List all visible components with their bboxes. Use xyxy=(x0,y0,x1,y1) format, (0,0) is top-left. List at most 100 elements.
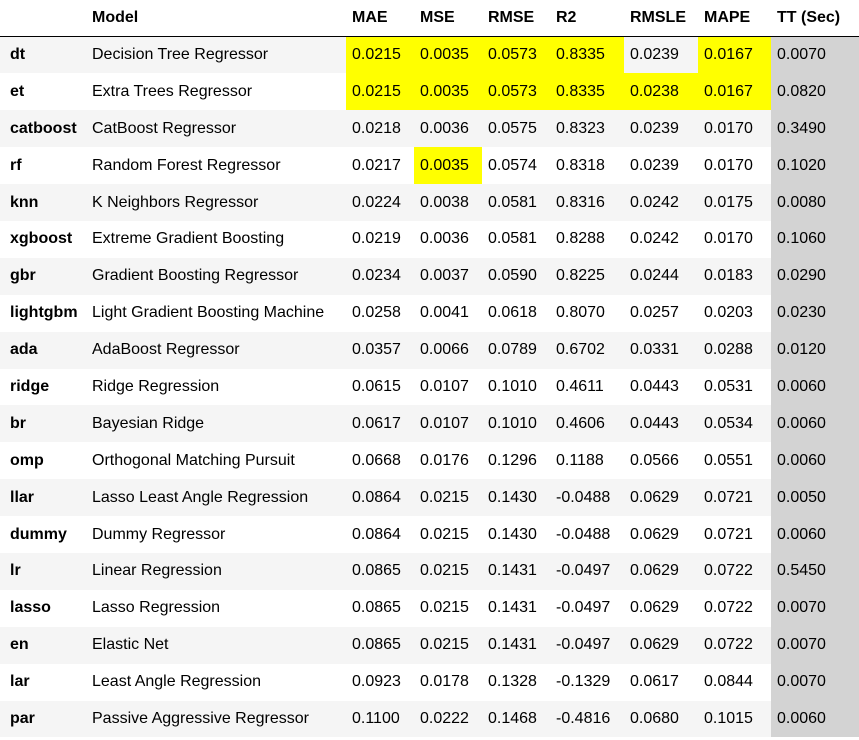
cell-rmse: 0.0574 xyxy=(488,156,537,174)
table-row: lr Linear Regression 0.0865 0.0215 0.1431 -0.… xyxy=(0,552,859,590)
table-row: gbr Gradient Boosting Regressor 0.0234 0.00… xyxy=(0,257,859,295)
cell-tt-sec: 0.0060 xyxy=(771,368,859,406)
cell-rmse: 0.1468 xyxy=(488,709,537,727)
cell-rmse: 0.0618 xyxy=(488,304,537,322)
header-rmsle: RMSLE xyxy=(624,0,698,37)
row-model-id: knn xyxy=(10,193,39,211)
cell-r2: -0.0488 xyxy=(556,525,611,543)
cell-rmsle: 0.0242 xyxy=(630,193,679,211)
cell-mae: 0.0617 xyxy=(352,414,401,432)
row-model-name: K Neighbors Regressor xyxy=(92,193,259,211)
table-header: Model MAE MSE RMSE R2 RMSLE MAPE TT (Sec… xyxy=(0,0,859,37)
cell-mae: 0.0923 xyxy=(352,673,401,691)
cell-rmse: 0.1431 xyxy=(488,599,537,617)
row-model-name: Lasso Least Angle Regression xyxy=(92,488,309,506)
cell-mse: 0.0215 xyxy=(420,636,469,654)
cell-rmsle: 0.0617 xyxy=(630,673,679,691)
cell-tt-sec: 0.0070 xyxy=(771,36,859,74)
table-row: omp Orthogonal Matching Pursuit 0.0668 0.01… xyxy=(0,442,859,480)
cell-rmsle: 0.0257 xyxy=(630,304,679,322)
table-row: ridge Ridge Regression 0.0615 0.0107 0.1010 0… xyxy=(0,368,859,406)
row-model-name: Extreme Gradient Boosting xyxy=(92,230,285,248)
cell-mse: 0.0066 xyxy=(420,341,469,359)
cell-mae: 0.0215 xyxy=(346,36,414,74)
row-model-id: rf xyxy=(10,156,22,174)
cell-mape: 0.0175 xyxy=(704,193,753,211)
cell-r2: -0.0497 xyxy=(556,636,611,654)
row-model-id: llar xyxy=(10,488,35,506)
cell-tt-sec: 0.0290 xyxy=(771,257,859,295)
cell-r2: 0.8335 xyxy=(550,73,624,111)
row-model-name: Linear Regression xyxy=(92,562,222,580)
cell-r2: -0.0488 xyxy=(556,488,611,506)
cell-rmsle: 0.0238 xyxy=(624,73,698,111)
cell-rmse: 0.1431 xyxy=(488,636,537,654)
cell-r2: 0.8288 xyxy=(556,230,605,248)
row-model-name: AdaBoost Regressor xyxy=(92,341,240,359)
cell-rmsle: 0.0629 xyxy=(630,488,679,506)
cell-rmsle: 0.0680 xyxy=(630,709,679,727)
table-row: rf Random Forest Regressor 0.0217 0.0035 0.0… xyxy=(0,147,859,185)
cell-mape: 0.0170 xyxy=(704,156,753,174)
cell-mse: 0.0035 xyxy=(414,36,482,74)
row-model-name: Passive Aggressive Regressor xyxy=(92,709,309,727)
header-mape: MAPE xyxy=(698,0,771,37)
cell-mae: 0.0258 xyxy=(352,304,401,322)
row-model-name: Gradient Boosting Regressor xyxy=(92,267,299,285)
cell-r2: 0.8335 xyxy=(550,36,624,74)
cell-mae: 0.0224 xyxy=(352,193,401,211)
cell-mape: 0.0167 xyxy=(698,73,771,111)
row-model-name: Light Gradient Boosting Machine xyxy=(92,304,325,322)
cell-rmse: 0.0573 xyxy=(482,73,550,111)
cell-mse: 0.0222 xyxy=(420,709,469,727)
cell-tt-sec: 0.0060 xyxy=(771,442,859,480)
cell-tt-sec: 0.0050 xyxy=(771,479,859,517)
cell-rmse: 0.0573 xyxy=(482,36,550,74)
cell-mse: 0.0215 xyxy=(420,488,469,506)
cell-rmsle: 0.0629 xyxy=(630,636,679,654)
cell-mse: 0.0035 xyxy=(414,73,482,111)
cell-mse: 0.0037 xyxy=(420,267,469,285)
cell-tt-sec: 0.1060 xyxy=(771,220,859,258)
header-model: Model xyxy=(86,0,346,37)
row-model-id: lr xyxy=(10,562,21,580)
cell-r2: 0.4611 xyxy=(556,377,604,395)
cell-mape: 0.0534 xyxy=(704,414,753,432)
row-model-name: Orthogonal Matching Pursuit xyxy=(92,451,295,469)
table-row: lasso Lasso Regression 0.0865 0.0215 0.1431 -… xyxy=(0,589,859,627)
cell-rmsle: 0.0629 xyxy=(630,599,679,617)
table-row: catboost CatBoost Regressor 0.0218 0.0036 0.… xyxy=(0,110,859,148)
row-model-name: Elastic Net xyxy=(92,636,169,654)
cell-rmsle: 0.0629 xyxy=(630,525,679,543)
cell-r2: 0.8225 xyxy=(556,267,605,285)
cell-mae: 0.0215 xyxy=(346,73,414,111)
cell-mse: 0.0215 xyxy=(420,562,469,580)
header-rmse: RMSE xyxy=(482,0,550,37)
cell-tt-sec: 0.3490 xyxy=(771,110,859,148)
cell-mse: 0.0036 xyxy=(420,119,469,137)
cell-mape: 0.0183 xyxy=(704,267,753,285)
row-model-name: Bayesian Ridge xyxy=(92,414,205,432)
cell-rmsle: 0.0629 xyxy=(630,562,679,580)
cell-r2: -0.0497 xyxy=(556,599,611,617)
cell-mape: 0.0844 xyxy=(704,673,753,691)
cell-tt-sec: 0.0060 xyxy=(771,516,859,553)
row-model-name: Random Forest Regressor xyxy=(92,156,281,174)
cell-rmsle: 0.0239 xyxy=(630,119,679,137)
cell-tt-sec: 0.0060 xyxy=(771,405,859,443)
cell-r2: 0.6702 xyxy=(556,341,605,359)
cell-mse: 0.0178 xyxy=(420,673,469,691)
table-row: lightgbm Light Gradient Boosting Machine 0… xyxy=(0,294,859,332)
row-model-name: Dummy Regressor xyxy=(92,525,226,543)
cell-r2: 0.8318 xyxy=(556,156,605,174)
cell-mae: 0.0357 xyxy=(352,341,401,359)
cell-r2: -0.1329 xyxy=(556,673,611,691)
cell-mae: 0.0218 xyxy=(352,119,401,137)
cell-rmsle: 0.0331 xyxy=(630,341,679,359)
cell-mape: 0.0722 xyxy=(704,599,753,617)
table-row: dummy Dummy Regressor 0.0864 0.0215 0.1430 -0… xyxy=(0,516,859,553)
cell-rmsle: 0.0239 xyxy=(630,46,679,64)
cell-tt-sec: 0.0820 xyxy=(771,73,859,111)
cell-r2: -0.4816 xyxy=(556,709,611,727)
cell-mape: 0.0721 xyxy=(704,488,753,506)
